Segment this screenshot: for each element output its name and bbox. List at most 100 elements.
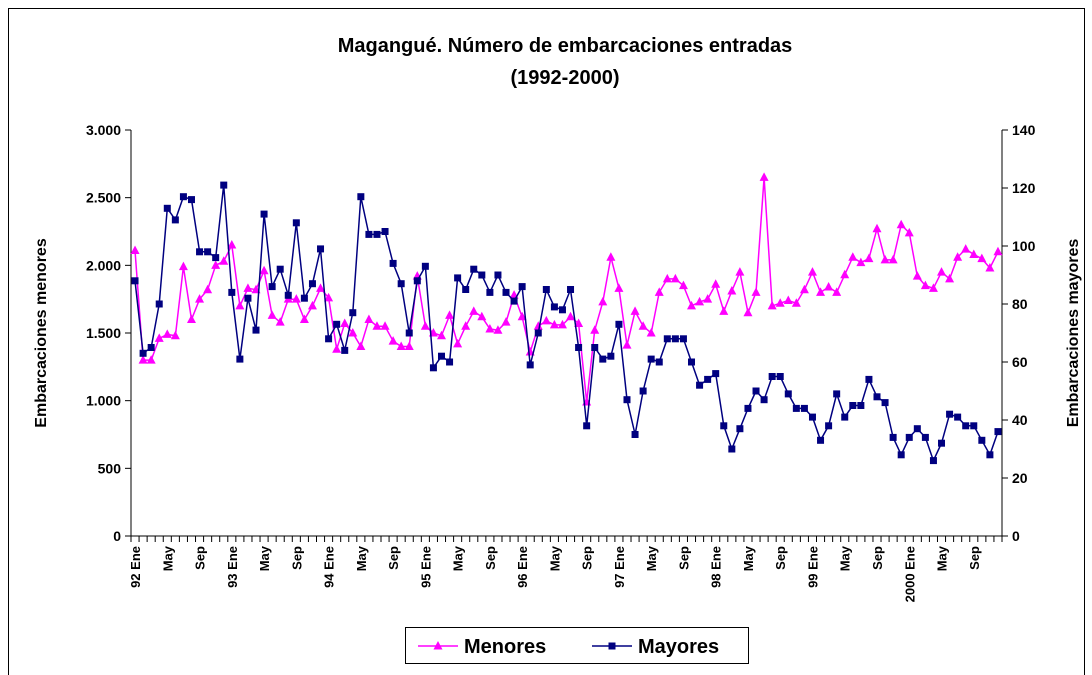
data-point — [454, 274, 462, 282]
x-tick-label: May — [547, 545, 562, 571]
data-point — [574, 318, 584, 328]
data-point — [477, 311, 487, 321]
data-point — [259, 265, 269, 275]
data-point — [203, 284, 213, 294]
data-point — [397, 280, 405, 288]
data-point — [332, 344, 342, 353]
x-tick-label: 97 Ene — [612, 546, 627, 588]
data-point — [920, 280, 930, 290]
data-point — [993, 246, 1003, 256]
data-point — [510, 297, 518, 305]
x-tick-label: Sep — [483, 546, 498, 570]
y-axis-label: Embarcaciones menores — [33, 238, 50, 428]
x-tick-label: Sep — [193, 546, 208, 570]
data-point — [696, 381, 704, 389]
data-point — [712, 370, 720, 378]
x-tick-label: May — [257, 545, 272, 571]
data-point — [317, 245, 325, 253]
data-point — [236, 355, 244, 363]
data-point — [662, 273, 672, 283]
data-point — [760, 396, 768, 404]
data-point — [799, 284, 809, 294]
data-point — [946, 410, 954, 418]
y2-tick-label: 100 — [1012, 238, 1036, 254]
data-point — [324, 292, 334, 302]
data-point — [695, 296, 705, 306]
data-point — [808, 413, 816, 421]
data-point — [316, 283, 326, 292]
data-point — [380, 321, 390, 330]
data-point — [970, 422, 978, 430]
data-point — [212, 254, 220, 262]
x-tick-label: 93 Ene — [225, 546, 240, 588]
data-point — [767, 300, 777, 310]
data-point — [639, 387, 647, 395]
data-point — [583, 422, 591, 430]
data-point — [268, 283, 276, 291]
x-tick-label: May — [354, 545, 369, 571]
data-point — [905, 433, 913, 441]
data-point — [187, 196, 195, 204]
data-point — [775, 298, 785, 307]
data-point — [307, 300, 317, 310]
data-point — [961, 244, 971, 253]
data-point — [872, 223, 882, 233]
x-tick-label: May — [838, 545, 853, 571]
data-point — [356, 341, 366, 351]
data-point — [897, 451, 905, 459]
data-point — [170, 330, 180, 340]
data-point — [985, 263, 995, 272]
x-tick-label: Sep — [386, 546, 401, 570]
data-point — [502, 288, 510, 296]
data-point — [485, 323, 495, 333]
data-point — [429, 364, 437, 372]
data-point — [373, 230, 381, 238]
data-point — [912, 271, 922, 280]
data-point — [493, 325, 503, 334]
data-point — [365, 230, 373, 238]
data-point — [768, 373, 776, 380]
data-point — [469, 306, 479, 315]
data-point — [292, 219, 300, 227]
data-point — [567, 286, 575, 293]
data-point — [857, 402, 865, 409]
y-tick-label: 1.000 — [86, 393, 121, 409]
y2-tick-label: 120 — [1012, 180, 1036, 196]
data-point — [267, 310, 277, 319]
data-point — [501, 317, 511, 326]
data-point — [211, 260, 221, 269]
data-point — [154, 333, 164, 342]
data-point — [517, 311, 527, 321]
data-point — [994, 428, 1002, 436]
data-point — [533, 321, 543, 330]
data-point — [856, 257, 866, 267]
data-point — [904, 227, 914, 237]
data-point — [381, 228, 389, 235]
data-point — [881, 399, 889, 407]
data-point — [783, 295, 793, 305]
y-tick-label: 1.500 — [86, 325, 121, 341]
data-point — [751, 287, 761, 296]
data-point — [276, 265, 284, 273]
legend-label: Mayores — [638, 636, 719, 658]
data-point — [325, 335, 333, 343]
x-tick-label: May — [644, 545, 659, 571]
data-point — [437, 352, 445, 360]
data-point — [663, 335, 671, 343]
data-point — [228, 288, 236, 296]
x-tick-label: Sep — [676, 546, 691, 570]
data-point — [147, 344, 155, 351]
data-point — [623, 396, 631, 404]
data-point — [558, 306, 566, 314]
data-point — [599, 355, 607, 363]
y-tick-label: 3.000 — [86, 122, 121, 138]
data-point — [453, 338, 463, 348]
data-point — [372, 321, 382, 330]
data-point — [865, 375, 873, 383]
x-tick-label: 98 Ene — [709, 546, 724, 588]
data-point — [791, 298, 801, 307]
data-point — [299, 314, 309, 323]
data-point — [913, 425, 921, 433]
data-point — [227, 240, 237, 249]
data-point — [928, 283, 938, 292]
